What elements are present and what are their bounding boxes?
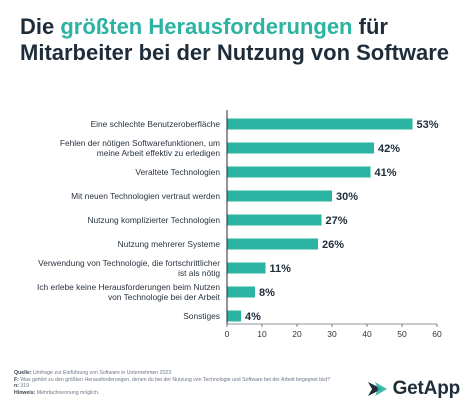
category-label: Ich erlebe keine Herausforderungen beim … (37, 282, 221, 302)
footnote: Quelle: Umfrage zur Einführung von Softw… (14, 370, 354, 396)
category-labels-group: Eine schlechte Benutzeroberfläche Fehlen … (37, 119, 221, 321)
x-tick-label: 60 (432, 329, 442, 339)
x-tick-label: 40 (362, 329, 372, 339)
value-label: 11% (270, 263, 292, 275)
value-label: 26% (322, 239, 344, 251)
footnote-n: n: 319 (14, 383, 354, 390)
footnote-note-text: Mehrfachnennung möglich. (36, 389, 100, 396)
bar (227, 310, 241, 322)
x-tick-label: 10 (257, 329, 267, 339)
footnote-note-label: Hinweis: (14, 389, 36, 396)
footnote-question: F: Was gehört zu den größten Herausforde… (14, 377, 354, 384)
logo-text: GetApp (392, 378, 461, 399)
footnote-source-text: Umfrage zur Einführung von Software in U… (33, 370, 172, 376)
bar-chart: Eine schlechte Benutzeroberfläche Fehlen … (37, 110, 442, 339)
footnote-source: Quelle: Umfrage zur Einführung von Softw… (14, 370, 354, 377)
x-tick-label: 50 (397, 329, 407, 339)
category-label: Fehlen der nötigen Softwarefunktionen, u… (60, 138, 220, 158)
value-label: 41% (375, 167, 397, 179)
footnote-n-text: 319 (20, 383, 30, 390)
category-label: Veraltete Technologien (135, 167, 220, 177)
title-highlight: größten Herausforderungen (60, 14, 353, 39)
bar (227, 118, 413, 130)
value-label: 53% (417, 119, 439, 131)
x-tick-label: 30 (327, 329, 337, 339)
bar (227, 142, 374, 154)
bar (227, 238, 318, 250)
bar (227, 190, 332, 202)
x-tick-label: 0 (225, 329, 230, 339)
category-label: Nutzung komplizierter Technologien (87, 215, 220, 225)
bar (227, 214, 322, 226)
value-label: 27% (326, 215, 348, 227)
category-label: Verwendung von Technologie, die fortschr… (38, 258, 220, 278)
value-labels-group: 53% 42% 41% 30% 27% 26% 11% 8% 4% (245, 119, 439, 323)
value-label: 8% (259, 287, 275, 299)
value-label: 4% (245, 311, 261, 323)
x-tick-label: 20 (292, 329, 302, 339)
chart-title: Die größten Herausforderungen für Mitarb… (20, 14, 460, 66)
category-label: Mit neuen Technologien vertraut werden (71, 191, 220, 201)
title-part-2: für Mitarbeiter bei der Nutzung von Soft… (20, 14, 450, 65)
footnote-note: Hinweis: Mehrfachnennung möglich. (14, 390, 354, 397)
title-part-1: Die (20, 14, 61, 39)
footnote-question-label: F: (14, 376, 19, 383)
value-label: 42% (378, 143, 400, 155)
footnote-source-label: Quelle: (14, 370, 32, 376)
footnote-question-text: Was gehört zu den größten Herausforderun… (20, 376, 331, 383)
value-label: 30% (336, 191, 358, 203)
footnote-n-label: n: (14, 383, 19, 390)
bar (227, 286, 255, 298)
bar (227, 166, 371, 178)
getapp-arrow-icon (367, 382, 387, 396)
category-label: Nutzung mehrerer Systeme (118, 239, 221, 249)
bar (227, 262, 266, 274)
getapp-logo: GetApp (366, 378, 460, 400)
bars-group (227, 118, 413, 322)
category-label: Sonstiges (183, 311, 220, 321)
x-axis: 0 10 20 30 40 50 60 (225, 110, 442, 339)
category-label: Eine schlechte Benutzeroberfläche (91, 119, 221, 129)
